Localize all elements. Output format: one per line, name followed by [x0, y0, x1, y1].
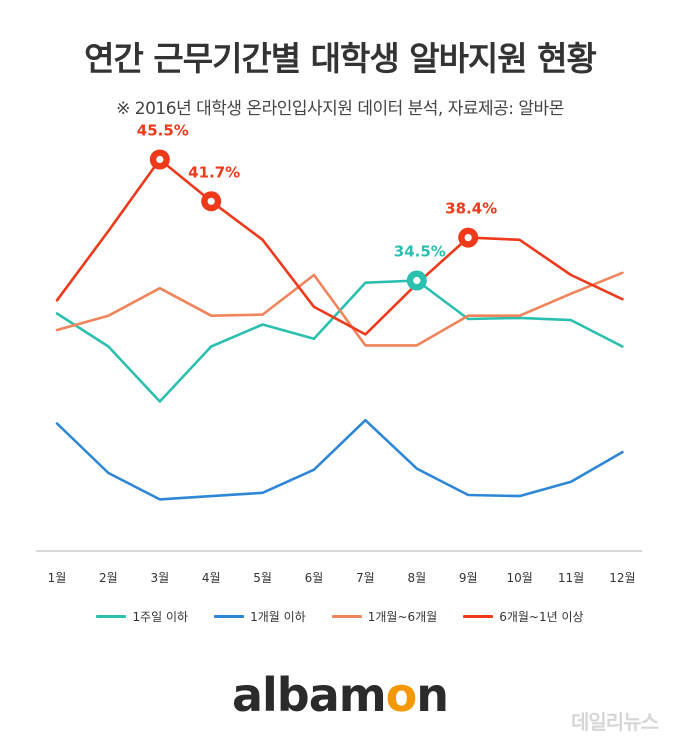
logo-accent-o: o [385, 668, 418, 722]
legend-item: 6개월~1년 이상 [463, 608, 584, 625]
x-tick-label: 5월 [253, 571, 272, 585]
x-tick-label: 6월 [305, 571, 324, 585]
x-tick-label: 10월 [506, 571, 532, 585]
legend-swatch [331, 615, 362, 618]
annotation-marker-center [413, 276, 421, 285]
logo-text-end: n [416, 668, 449, 722]
series-line [55, 271, 624, 347]
legend-label: 1개월~6개월 [367, 610, 438, 624]
annotation-label: 38.4% [445, 200, 497, 218]
x-tick-label: 12월 [609, 571, 635, 585]
annotation-label: 45.5% [137, 122, 189, 140]
legend-item: 1개월 이하 [214, 608, 306, 625]
line-chart: 1월 2월 3월 4월 5월 6월 7월 8월 9월 10월 11월 12월 45.5% 41.7% 34… [36, 122, 642, 585]
annotation-label: 34.5% [394, 243, 446, 261]
series-line [55, 158, 624, 336]
legend-label: 1주일 이하 [132, 610, 189, 624]
annotation-marker-center [156, 155, 164, 164]
watermark: 데일리뉴스 [571, 710, 659, 734]
legend-swatch [463, 615, 494, 618]
x-tick-label: 8월 [407, 571, 426, 585]
legend-swatch [96, 615, 127, 618]
x-tick-label: 1월 [48, 571, 67, 585]
x-tick-label: 4월 [202, 571, 221, 585]
legend-label: 1개월 이하 [250, 610, 306, 624]
albamon-logo: albamon [0, 668, 680, 722]
chart-title: 연간 근무기간별 대학생 알바지원 현황 [84, 39, 597, 78]
legend-swatch [214, 615, 245, 618]
legend-item: 1개월~6개월 [331, 608, 438, 625]
series-line [55, 418, 624, 501]
x-tick-label: 2월 [99, 571, 118, 585]
annotation-marker-center [464, 234, 472, 242]
annotation-label: 41.7% [188, 163, 240, 181]
legend-item: 1주일 이하 [96, 608, 188, 625]
x-tick-label: 7월 [356, 571, 375, 585]
x-tick-label: 3월 [150, 571, 169, 585]
x-tick-label: 11월 [558, 571, 584, 585]
chart-subtitle: ※ 2016년 대학생 온라인입사지원 데이터 분석, 자료제공: 알바몬 [116, 99, 564, 119]
logo-text-main: albam [231, 668, 387, 722]
legend-label: 6개월~1년 이상 [499, 610, 584, 624]
chart-legend: 1주일 이하 1개월 이하 1개월~6개월 6개월~1년 이상 [0, 608, 680, 625]
x-tick-label: 9월 [459, 571, 478, 585]
annotation-marker-center [207, 197, 215, 205]
